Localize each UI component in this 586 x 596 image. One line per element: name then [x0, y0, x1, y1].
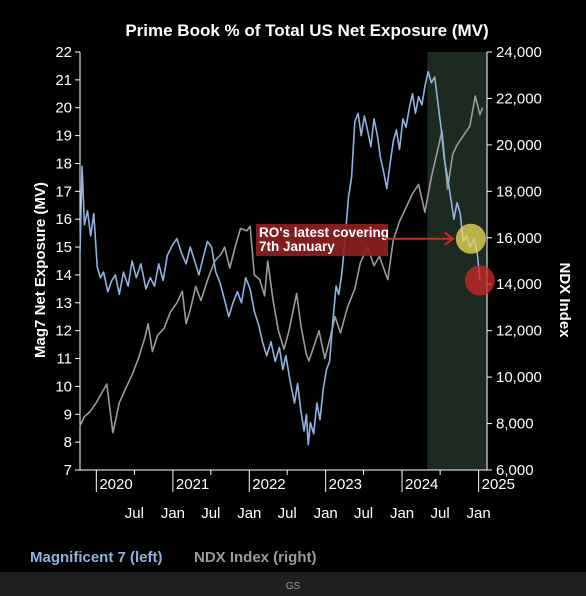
series-line-mag7: [79, 70, 481, 446]
source-bar: [0, 572, 586, 596]
highlight-markers: [455, 223, 495, 296]
source-label: GS: [286, 581, 301, 592]
series-line-ndx: [79, 95, 484, 434]
left-axis-label: Mag7 Net Exposure (MV): [32, 182, 49, 358]
year-label: 2020: [99, 476, 132, 493]
left-tick-label: 18: [55, 155, 72, 172]
month-label: Jul: [125, 505, 144, 522]
right-tick-label: 20,000: [496, 137, 542, 154]
left-axis-ticks: 7 8 9 10 11 12 13 14 15 16 17 18 19 20 21 22: [55, 44, 80, 479]
left-tick-label: 10: [55, 378, 72, 395]
right-tick-label: 22,000: [496, 90, 542, 107]
left-tick-label: 16: [55, 211, 72, 228]
left-tick-label: 22: [55, 44, 72, 61]
right-tick-label: 14,000: [496, 276, 542, 293]
left-tick-label: 12: [55, 323, 72, 340]
right-axis-label: NDX Index: [556, 262, 573, 338]
right-tick-label: 24,000: [496, 44, 542, 61]
highlight-marker-1: [455, 223, 486, 254]
month-label: Jul: [431, 505, 450, 522]
year-label: 2021: [176, 476, 209, 493]
left-tick-label: 7: [64, 462, 72, 479]
annotation-text-line1: RO's latest covering: [259, 225, 389, 240]
month-label: Jul: [278, 505, 297, 522]
month-label: Jul: [201, 505, 220, 522]
year-label: 2023: [329, 476, 362, 493]
month-label: Jan: [161, 505, 185, 522]
right-axis-ticks: 6,000 8,000 10,000 12,000 14,000 16,000 18,000…: [487, 44, 542, 479]
year-label: 2024: [405, 476, 438, 493]
right-tick-label: 8,000: [496, 416, 534, 433]
left-tick-label: 8: [64, 434, 72, 451]
left-tick-label: 11: [56, 351, 72, 368]
left-tick-label: 20: [55, 100, 72, 117]
right-tick-label: 16,000: [496, 230, 542, 247]
left-tick-label: 17: [55, 183, 72, 200]
shaded-region: [427, 52, 487, 470]
left-tick-label: 13: [55, 295, 72, 312]
right-tick-label: 18,000: [496, 183, 542, 200]
annotation-arrowhead: [444, 231, 455, 246]
left-tick-label: 21: [55, 72, 72, 89]
month-label: Jan: [390, 505, 414, 522]
month-label: Jan: [237, 505, 261, 522]
left-tick-label: 15: [55, 239, 72, 256]
legend-item-mag7: Magnificent 7 (left): [30, 549, 163, 566]
right-tick-label: 10,000: [496, 369, 542, 386]
year-labels: 2020 2021 2022 2023 2024 2025: [95, 470, 515, 493]
month-label: Jan: [314, 505, 338, 522]
month-label: Jul: [354, 505, 373, 522]
left-tick-label: 9: [64, 406, 72, 423]
plot-frame: [79, 52, 488, 471]
left-tick-label: 19: [55, 128, 72, 145]
chart-title: Prime Book % of Total US Net Exposure (M…: [125, 21, 488, 40]
highlight-marker-2: [464, 265, 495, 296]
right-tick-label: 12,000: [496, 323, 542, 340]
legend-item-ndx: NDX Index (right): [194, 549, 317, 566]
annotation-box: [256, 224, 388, 256]
month-label: Jan: [467, 505, 491, 522]
month-labels: Jul Jan Jul Jan Jul Jan Jul Jan Jul Jan: [125, 470, 491, 522]
left-tick-label: 14: [55, 267, 72, 284]
annotation: RO's latest covering 7th January: [256, 224, 455, 256]
year-label: 2025: [482, 476, 515, 493]
year-label: 2022: [252, 476, 285, 493]
right-tick-label: 6,000: [496, 462, 534, 479]
annotation-text-line2: 7th January: [259, 239, 335, 254]
